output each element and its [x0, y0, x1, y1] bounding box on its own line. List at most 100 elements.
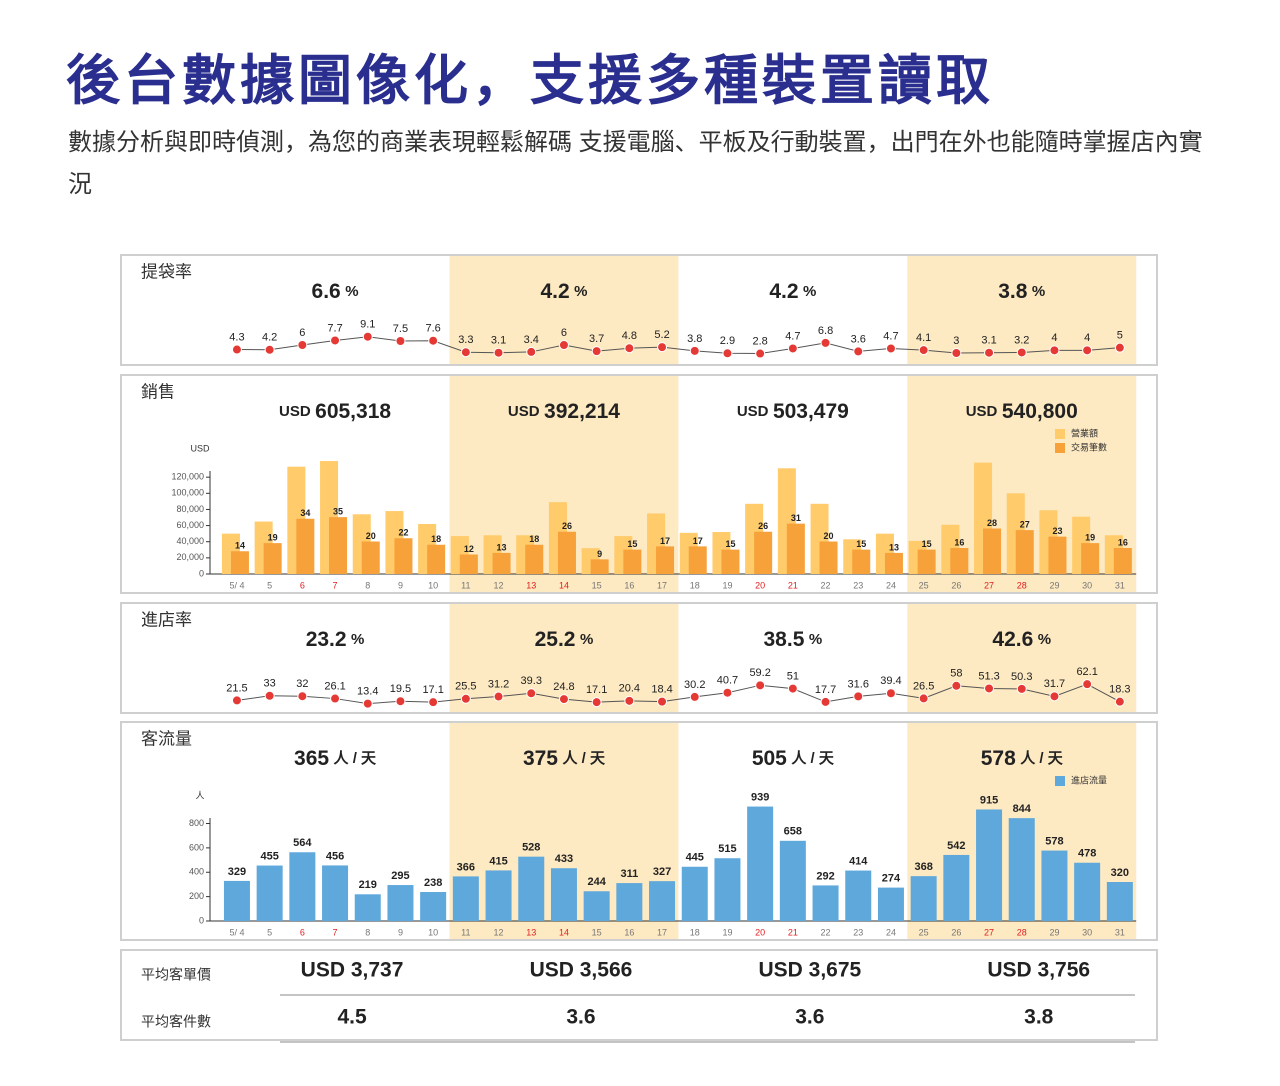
- bar: [917, 549, 936, 574]
- bar: [1015, 530, 1034, 574]
- y-tick-label: 100,000: [171, 488, 204, 498]
- bar-label: 564: [293, 837, 312, 849]
- summary-unit: 人 / 天: [562, 750, 606, 767]
- summary-value: 23.2: [306, 628, 347, 651]
- legend-label: 營業額: [1071, 427, 1098, 438]
- x-tick-label: 9: [398, 927, 403, 937]
- x-tick-label: 20: [755, 927, 765, 937]
- bar: [1048, 536, 1067, 574]
- panel-title: 銷售: [141, 382, 175, 401]
- rate-dot: [330, 335, 341, 346]
- y-tick-label: 600: [189, 842, 204, 852]
- x-tick-label: 22: [821, 927, 831, 937]
- y-axis-label: 人: [195, 790, 204, 800]
- page-title: 後台數據圖像化，支援多種裝置讀取: [66, 51, 994, 111]
- rate-label: 51.3: [978, 670, 999, 682]
- bar-label: 18: [431, 534, 441, 544]
- rate-dot: [1082, 345, 1093, 356]
- x-tick-label: 19: [722, 927, 732, 937]
- bar: [361, 541, 380, 574]
- bar: [394, 538, 413, 574]
- y-tick-label: 400: [189, 867, 204, 877]
- bar-label: 13: [497, 542, 507, 552]
- x-tick-label: 11: [461, 927, 470, 937]
- bar-label: 14: [235, 541, 245, 551]
- rate-label: 21.5: [226, 682, 247, 694]
- rate-label: 19.5: [390, 683, 411, 695]
- rate-dot: [853, 346, 864, 357]
- bar-label: 658: [784, 826, 802, 838]
- rate-dot: [755, 348, 766, 359]
- x-tick-label: 19: [722, 580, 732, 590]
- week-summary: USD 540,800: [966, 400, 1078, 423]
- bar-label: 15: [922, 539, 932, 549]
- bar-label: 12: [464, 544, 474, 554]
- x-tick-label: 14: [559, 927, 569, 937]
- rate-dot: [787, 683, 798, 694]
- x-tick-label: 8: [365, 927, 370, 937]
- bar: [976, 809, 1003, 921]
- rate-label: 3.2: [1014, 334, 1029, 346]
- summary-unit: USD: [737, 403, 769, 420]
- rate-label: 26.1: [324, 680, 345, 692]
- rate-dot: [1049, 691, 1060, 702]
- rate-dot: [951, 348, 962, 358]
- summary-value: 505: [752, 747, 787, 770]
- rate-dot: [493, 347, 504, 358]
- bar-label: 368: [914, 861, 932, 873]
- bar-label: 26: [562, 521, 572, 531]
- x-tick-label: 9: [398, 580, 403, 590]
- week-summary: USD 503,479: [737, 400, 849, 423]
- summary-unit: USD: [966, 403, 998, 420]
- rate-dot: [918, 345, 929, 356]
- summary-unit: %: [1038, 631, 1051, 648]
- row-label: 平均客單價: [141, 967, 211, 983]
- bar-label: 295: [391, 870, 409, 882]
- bar: [427, 544, 446, 574]
- rate-dot: [657, 342, 668, 353]
- rate-label: 39.4: [880, 675, 901, 687]
- bar: [525, 544, 544, 574]
- rate-label: 2.8: [753, 335, 768, 347]
- bar-label: 274: [882, 873, 901, 885]
- bar-label: 329: [228, 866, 246, 878]
- bar-label: 20: [824, 531, 834, 541]
- rate-dot: [951, 680, 962, 691]
- rate-dot: [297, 691, 308, 702]
- rate-label: 13.4: [357, 686, 378, 698]
- bar: [877, 887, 904, 921]
- x-tick-label: 5/ 4: [229, 580, 244, 590]
- bar: [852, 549, 871, 574]
- rate-label: 26.5: [913, 680, 934, 692]
- summary-value: 392,214: [544, 400, 620, 423]
- rate-dot: [330, 693, 341, 704]
- summary-value: 3.8: [998, 280, 1028, 303]
- bar: [322, 865, 349, 921]
- x-tick-label: 12: [494, 580, 504, 590]
- summary-unit: %: [580, 631, 593, 648]
- summary-value: 375: [523, 747, 558, 770]
- x-tick-label: 6: [300, 580, 305, 590]
- rate-dot: [624, 343, 635, 354]
- summary-value: 540,800: [1002, 400, 1078, 423]
- summary-value: 38.5: [764, 628, 805, 651]
- rate-dot: [624, 695, 635, 706]
- rate-label: 18.3: [1109, 684, 1130, 696]
- y-axis-label: USD: [190, 443, 210, 453]
- bar-label: 23: [1052, 526, 1062, 536]
- x-tick-label: 23: [853, 580, 863, 590]
- bar-label: 27: [1020, 520, 1030, 530]
- rate-label: 17.1: [422, 684, 443, 696]
- bar-label: 238: [424, 877, 442, 889]
- x-tick-label: 27: [984, 580, 994, 590]
- bar-label: 28: [987, 518, 997, 528]
- cell: 3.6: [566, 1006, 595, 1029]
- bar-label: 15: [725, 539, 735, 549]
- bar-label: 414: [849, 855, 868, 867]
- summary-unit: %: [574, 283, 587, 300]
- rate-dot: [755, 680, 766, 691]
- rate-label: 17.1: [586, 684, 607, 696]
- bar-label: 455: [260, 850, 278, 862]
- rate-dot: [984, 347, 995, 358]
- rate-dot: [264, 344, 275, 355]
